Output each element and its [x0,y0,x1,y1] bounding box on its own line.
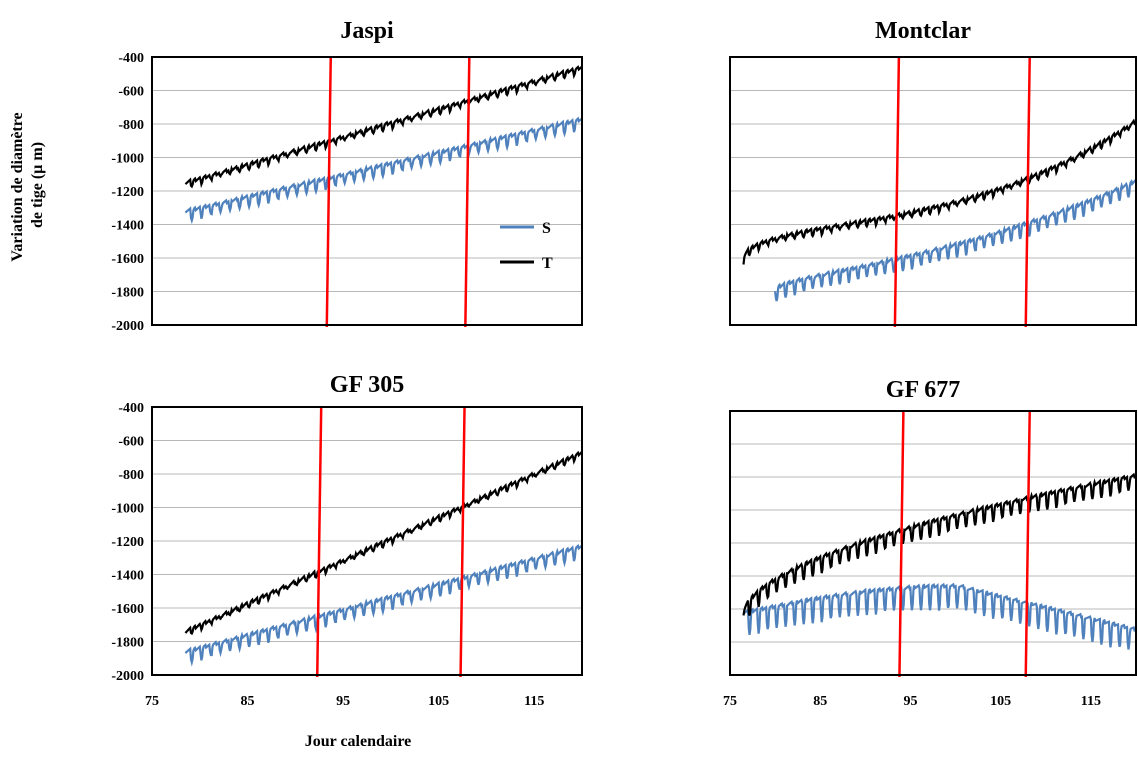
y-tick-label: -1400 [111,219,144,234]
y-axis-title: Variation de diamètre de tige (µ m) [9,108,46,261]
y-axis-title-line2: de tige (µ m) [29,142,46,228]
phase-marker-line [898,409,905,678]
y-tick-label: -800 [118,118,144,133]
x-tick-label: 95 [336,694,350,709]
panel-title: Jaspi [340,18,394,44]
y-tick-label: -1200 [111,535,144,550]
series-line-T [742,472,1136,616]
y-tick-label: -400 [118,51,144,66]
series-line-T [184,450,582,636]
series-line-S [184,543,582,667]
x-tick-label: 105 [428,694,449,709]
x-tick-label: 115 [524,694,544,709]
y-tick-label: -400 [118,401,144,416]
panel-title: GF 305 [330,372,404,398]
series-line-S [184,116,582,225]
series-line-S [742,582,1136,650]
y-tick-label: -1600 [111,252,144,267]
panel-title: Montclar [875,18,971,44]
panel-1: Montclar [729,18,1137,328]
y-tick-label: -600 [118,85,144,100]
series-line-T [184,65,582,189]
y-tick-label: -1000 [111,152,144,167]
series-line-T [742,118,1136,265]
phase-marker-line [325,55,333,328]
phase-marker-line [315,405,323,678]
legend-label-T: T [542,255,553,272]
panel-title: GF 677 [886,377,960,403]
y-tick-label: -1000 [111,502,144,517]
x-tick-label: 75 [145,694,159,709]
x-tick-label: 105 [990,694,1011,709]
y-tick-label: -2000 [111,319,144,334]
x-tick-label: 115 [1081,694,1101,709]
phase-marker-line [893,55,901,328]
y-tick-label: -1400 [111,569,144,584]
panel-3: GF 677 75 85 95 105 115 [723,377,1137,709]
phase-marker-line [459,405,466,678]
x-tick-label: 75 [723,694,737,709]
x-tick-label: 85 [241,694,255,709]
panel-2: GF 305 -400 -600 -800 -1000 -1200 -1400 -1600 -1… [111,372,583,709]
phase-marker-line [1024,55,1031,328]
y-axis-title-line1: Variation de diamètre [9,112,26,261]
y-tick-label: -1600 [111,602,144,617]
panels: Jaspi -400 -600 -800 -1000 -1200 -1400 -1600 -18… [111,18,1137,709]
panel-0: Jaspi -400 -600 -800 -1000 -1200 -1400 -1600 -18… [111,18,583,334]
y-tick-label: -1200 [111,185,144,200]
x-tick-label: 85 [813,694,827,709]
y-tick-label: -2000 [111,669,144,684]
plot-frame [729,410,1137,676]
legend: ST [500,220,553,272]
y-tick-label: -600 [118,435,144,450]
legend-label-S: S [542,220,551,237]
y-tick-label: -800 [118,468,144,483]
series-line-S [774,178,1136,302]
phase-marker-line [1024,409,1031,678]
phase-marker-line [464,55,471,328]
plot-frame [151,56,583,326]
x-tick-label: 95 [903,694,917,709]
y-tick-label: -1800 [111,636,144,651]
x-axis-title: Jour calendaire [305,733,412,750]
plot-frame [151,406,583,676]
y-tick-label: -1800 [111,286,144,301]
plot-frame [729,56,1137,326]
